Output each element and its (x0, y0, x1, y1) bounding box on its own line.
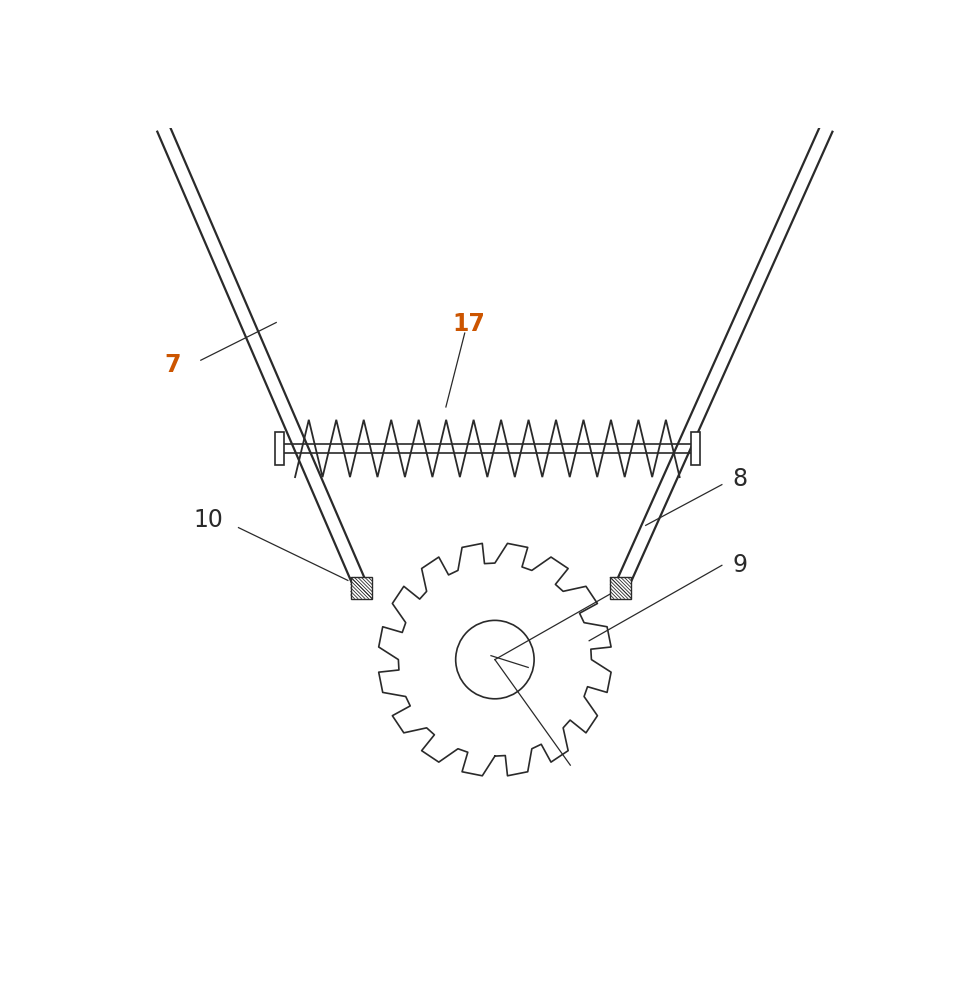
Text: 7: 7 (164, 353, 181, 377)
Bar (274, 432, 284, 465)
Bar (610, 577, 631, 599)
Bar (691, 432, 700, 465)
Text: 9: 9 (733, 553, 747, 577)
Text: 17: 17 (452, 312, 485, 336)
Text: 10: 10 (194, 508, 223, 532)
Bar (351, 577, 372, 599)
Text: 8: 8 (733, 467, 747, 491)
